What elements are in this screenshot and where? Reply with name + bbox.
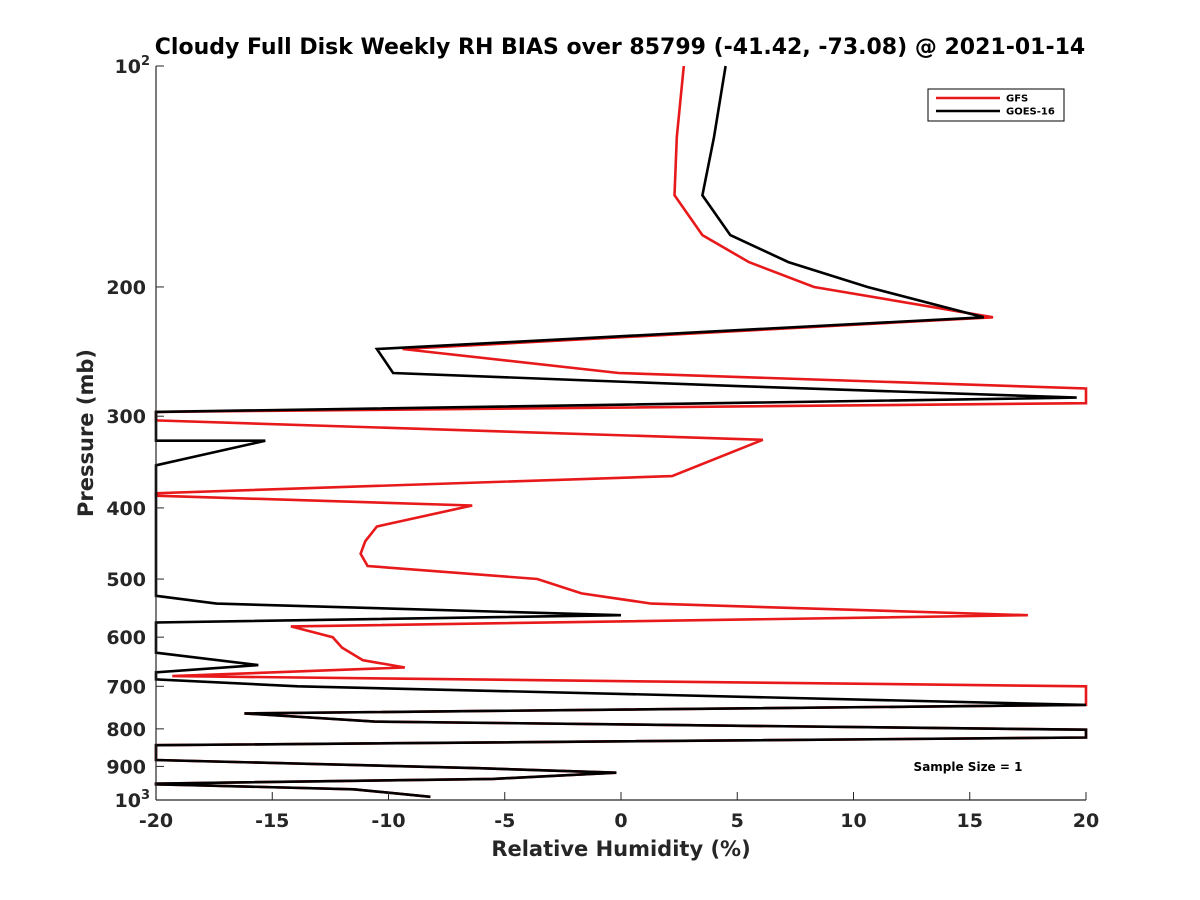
legend-label-gfs: GFS [1006, 94, 1028, 105]
legend-label-goes-16: GOES-16 [1006, 107, 1055, 118]
sample-size-annotation: Sample Size = 1 [914, 760, 1023, 774]
x-tick-label: 15 [957, 810, 983, 832]
x-tick-label: -10 [371, 810, 405, 832]
y-ticks: 102 200 300 400 500 600 700 800 900 103 [106, 54, 164, 812]
y-tick-label: 900 [106, 756, 146, 778]
chart-title: Cloudy Full Disk Weekly RH BIAS over 857… [155, 35, 1085, 60]
y-tick-label: 400 [106, 498, 146, 520]
y-axis-label: Pressure (mb) [74, 349, 98, 517]
x-tick-label: 0 [614, 810, 627, 832]
x-tick-label: -20 [139, 810, 173, 832]
y-tick-label: 800 [106, 719, 146, 741]
y-tick-label: 700 [106, 676, 146, 698]
x-tick-label: 20 [1073, 810, 1099, 832]
x-tick-label: -5 [494, 810, 515, 832]
legend-box [927, 88, 1065, 122]
x-axis-label: Relative Humidity (%) [491, 837, 750, 861]
y-tick-label: 103 [115, 788, 151, 812]
x-tick-label: 10 [840, 810, 866, 832]
y-tick-label: 300 [106, 406, 146, 428]
y-tick-label: 200 [106, 277, 146, 299]
x-ticks: -20 -15 -10 -5 0 5 10 15 20 [139, 792, 1099, 832]
x-tick-label: -15 [255, 810, 289, 832]
legend: GFS GOES-16 [927, 88, 1065, 122]
y-tick-label: 102 [115, 54, 151, 78]
y-tick-label: 500 [106, 569, 146, 591]
x-tick-label: 5 [731, 810, 744, 832]
y-tick-label: 600 [106, 627, 146, 649]
